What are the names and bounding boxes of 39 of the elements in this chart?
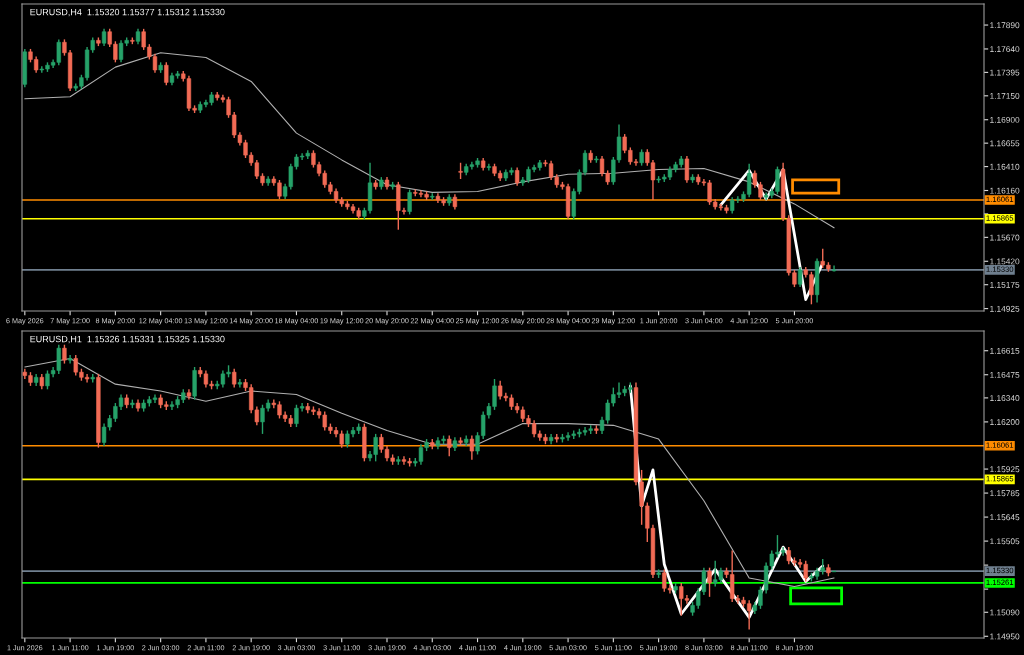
y-tick-label: 1.16200 <box>990 419 1020 425</box>
y-tick-label: 1.15175 <box>990 281 1020 288</box>
y-tick-label: 1.17150 <box>990 93 1020 99</box>
y-tick-label: 1.15420 <box>990 258 1020 265</box>
candlestick <box>707 566 712 598</box>
y-tick-label: 1.15090 <box>990 609 1020 616</box>
candlestick <box>797 266 803 288</box>
candlestick <box>62 344 67 365</box>
candlestick <box>684 155 690 184</box>
y-tick-label: 1.14925 <box>990 305 1020 312</box>
y-tick-label: 1.16475 <box>990 371 1020 378</box>
candlestick <box>469 434 475 461</box>
y-tick-label: 1.15505 <box>990 538 1020 545</box>
line-series <box>24 52 835 229</box>
candlestick <box>515 166 520 187</box>
y-tick-label: 1.15925 <box>990 466 1020 473</box>
candlestick <box>67 354 73 365</box>
y-tick-label: 1.15785 <box>990 490 1020 497</box>
candlestick <box>831 264 837 273</box>
chart-title: EURUSD,H4 1.15320 1.15377 1.15312 1.15330 <box>30 8 225 17</box>
y-tick-label: 1.15645 <box>990 514 1020 521</box>
y-tick-label: 1.16900 <box>990 116 1020 123</box>
candlestick <box>447 434 452 457</box>
y-tick-label: 1.15670 <box>990 234 1020 241</box>
candlestick <box>232 368 237 389</box>
candlestick <box>407 188 412 216</box>
line-series <box>24 357 835 588</box>
y-tick-label: 1.16160 <box>990 187 1020 194</box>
y-tick-label: 1.17395 <box>990 69 1020 76</box>
y-tick-label: 1.16410 <box>990 163 1020 170</box>
y-tick-label: 1.16340 <box>990 395 1020 401</box>
y-tick-label: 1.14950 <box>990 633 1020 640</box>
chart-title: EURUSD,H1 1.15326 1.15331 1.15325 1.15330 <box>30 335 225 344</box>
y-tick-label: 1.16615 <box>990 347 1020 354</box>
y-tick-label: 1.17890 <box>990 22 1020 29</box>
candlestick <box>237 378 243 389</box>
candlestick <box>164 61 169 86</box>
y-tick-label: 1.16655 <box>990 140 1020 147</box>
y-tick-label: 1.17640 <box>990 46 1020 53</box>
